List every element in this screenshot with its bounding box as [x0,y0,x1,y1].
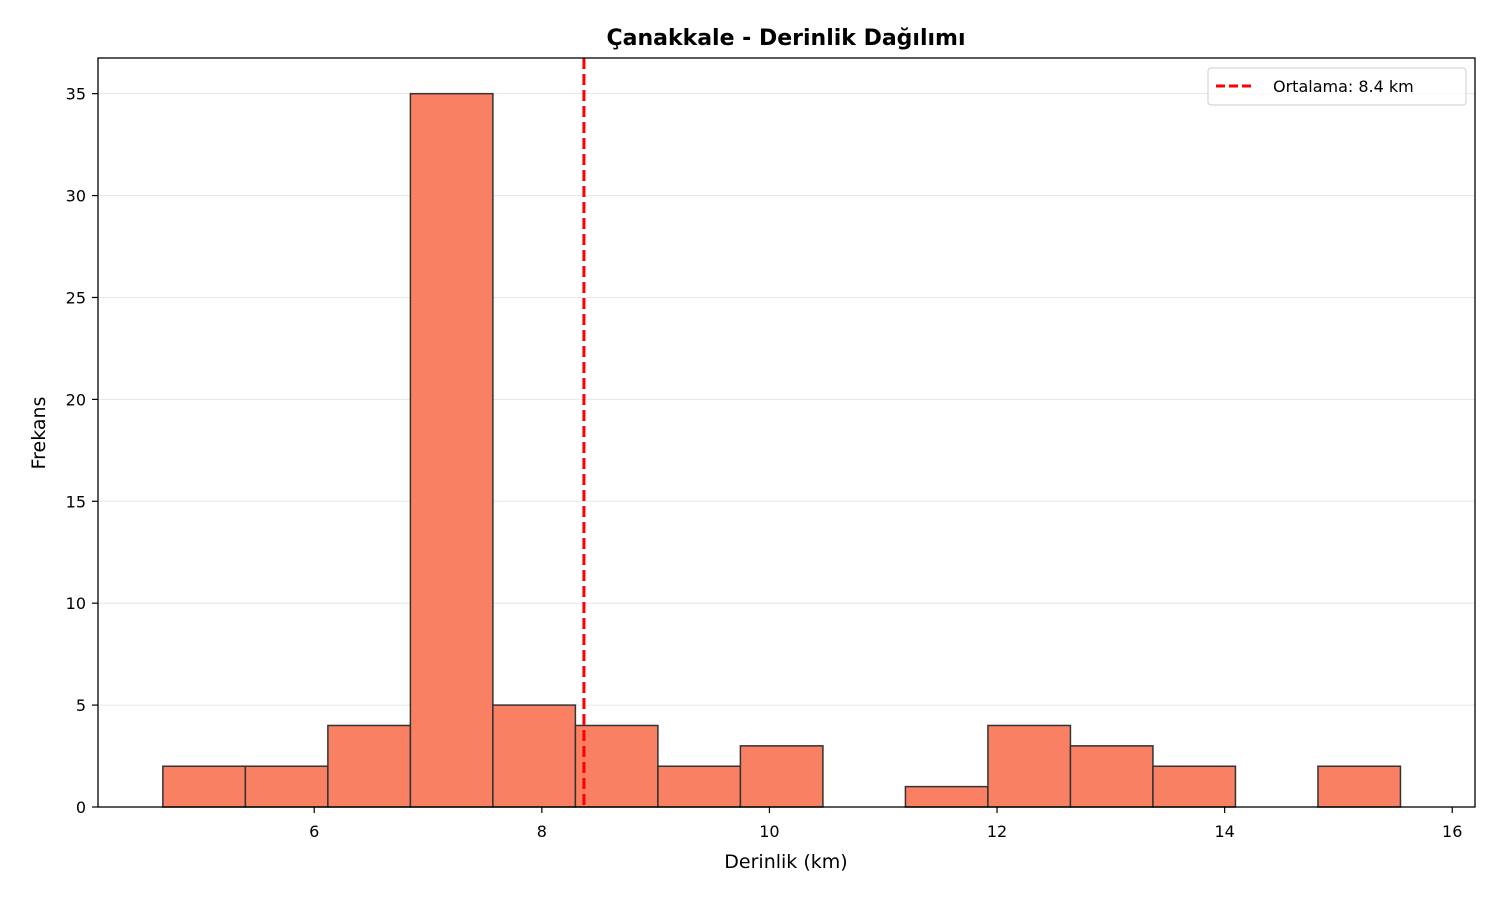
x-tick-label: 6 [309,822,319,841]
x-tick-label: 16 [1442,822,1462,841]
x-axis-ticks: 6 8 10 12 14 16 [309,807,1462,841]
y-tick-label: 20 [66,390,86,409]
histogram-bar [1317,765,1402,808]
x-axis-label: Derinlik (km) [724,851,847,873]
legend-mean-label: Ortalama: 8.4 km [1273,77,1414,96]
histogram-bar [492,704,577,808]
y-tick-label: 15 [66,492,86,511]
histogram-bar [409,92,494,808]
chart-title: Çanakkale - Derinlik Dağılımı [606,26,965,51]
y-tick-label: 35 [66,85,86,104]
histogram-bar [1152,765,1237,808]
x-tick-label: 8 [537,822,547,841]
histogram-bar [327,724,412,808]
y-tick-label: 0 [76,798,86,817]
histogram-bar [657,765,742,808]
x-tick-label: 14 [1214,822,1234,841]
y-tick-label: 10 [66,594,86,613]
histogram-bar [739,745,824,808]
legend: Ortalama: 8.4 km [1207,67,1467,106]
histogram-bar [904,785,989,808]
histogram-bar [244,765,329,808]
histogram-bar [162,765,247,808]
histogram-bar [574,724,659,808]
x-tick-label: 12 [987,822,1007,841]
plot-frame [97,57,1476,808]
y-tick-label: 25 [66,288,86,307]
x-tick-label: 10 [759,822,779,841]
histogram-bar [1069,745,1154,808]
histogram-bar [987,724,1072,808]
legend-box [1207,67,1467,106]
y-tick-label: 5 [76,696,86,715]
y-axis-label: Frekans [28,397,50,470]
y-axis-ticks: 0 5 10 15 20 25 30 35 [66,85,98,817]
y-tick-label: 30 [66,187,86,206]
